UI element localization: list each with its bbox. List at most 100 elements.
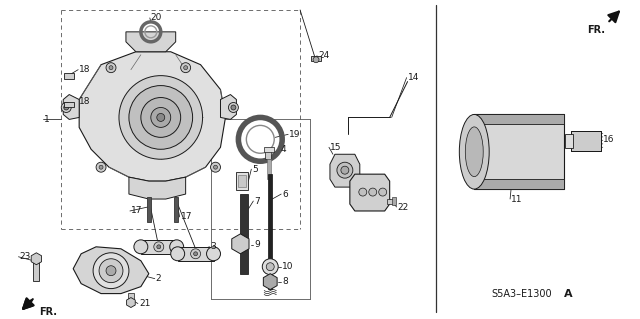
Text: 6: 6: [282, 189, 288, 198]
Polygon shape: [220, 94, 236, 119]
Text: 9: 9: [254, 240, 260, 249]
Bar: [64, 73, 74, 78]
Text: 1: 1: [44, 115, 50, 124]
Text: 23: 23: [19, 252, 31, 261]
Polygon shape: [126, 32, 176, 52]
Circle shape: [109, 66, 113, 70]
Text: 21: 21: [139, 299, 150, 308]
Text: 3: 3: [211, 242, 216, 251]
Text: 5: 5: [252, 165, 258, 174]
Text: 18: 18: [79, 65, 91, 74]
Bar: [64, 101, 74, 108]
Polygon shape: [63, 94, 79, 119]
Text: 22: 22: [397, 203, 409, 211]
Text: 14: 14: [408, 73, 419, 82]
Polygon shape: [129, 177, 186, 199]
Circle shape: [154, 242, 164, 252]
Bar: [173, 197, 178, 222]
Circle shape: [129, 85, 193, 149]
Text: 2: 2: [156, 274, 161, 283]
Circle shape: [369, 188, 377, 196]
Text: 11: 11: [511, 195, 523, 204]
Text: 20: 20: [151, 13, 162, 22]
Bar: [265, 149, 271, 159]
Text: A: A: [564, 289, 572, 299]
Text: FR.: FR.: [39, 307, 58, 316]
Circle shape: [180, 63, 191, 73]
Circle shape: [211, 162, 220, 172]
Ellipse shape: [460, 115, 489, 189]
Bar: [392, 197, 396, 205]
Circle shape: [191, 249, 200, 259]
Circle shape: [228, 102, 238, 113]
Text: 18: 18: [79, 97, 91, 106]
Bar: [311, 56, 321, 61]
Polygon shape: [31, 253, 42, 265]
Circle shape: [157, 114, 164, 122]
Bar: [474, 115, 564, 124]
Circle shape: [151, 108, 171, 127]
Circle shape: [106, 266, 116, 276]
Circle shape: [313, 57, 319, 63]
Bar: [565, 134, 573, 148]
Text: 24: 24: [318, 51, 329, 60]
Circle shape: [171, 247, 185, 261]
Text: 15: 15: [330, 143, 342, 152]
Bar: [571, 131, 601, 151]
Text: FR.: FR.: [587, 25, 605, 35]
Circle shape: [379, 188, 387, 196]
Text: 10: 10: [282, 262, 294, 271]
Text: 17: 17: [131, 206, 143, 215]
Circle shape: [119, 76, 203, 159]
Polygon shape: [79, 52, 225, 181]
Text: 19: 19: [289, 130, 301, 139]
Circle shape: [207, 247, 220, 261]
Circle shape: [359, 188, 367, 196]
Bar: [241, 194, 248, 274]
Bar: [264, 147, 274, 152]
Polygon shape: [178, 247, 214, 261]
Circle shape: [64, 105, 68, 110]
Polygon shape: [350, 174, 390, 211]
Text: 8: 8: [282, 277, 288, 286]
Polygon shape: [73, 247, 149, 293]
Circle shape: [61, 102, 71, 113]
Polygon shape: [263, 274, 277, 290]
Circle shape: [262, 259, 278, 275]
Circle shape: [141, 98, 180, 137]
Text: S5A3–E1300: S5A3–E1300: [491, 289, 552, 299]
Bar: [128, 293, 134, 305]
Bar: [33, 259, 39, 281]
Circle shape: [134, 240, 148, 254]
Circle shape: [170, 240, 184, 254]
Circle shape: [157, 245, 161, 249]
Circle shape: [99, 259, 123, 283]
Circle shape: [106, 63, 116, 73]
Bar: [268, 159, 271, 179]
Polygon shape: [330, 154, 360, 187]
Bar: [571, 131, 601, 151]
Circle shape: [96, 162, 106, 172]
Circle shape: [194, 252, 198, 256]
Bar: [236, 172, 248, 190]
Text: 16: 16: [603, 135, 614, 144]
Circle shape: [184, 66, 188, 70]
Text: 7: 7: [254, 197, 260, 205]
Circle shape: [266, 263, 274, 271]
Circle shape: [231, 105, 236, 110]
Bar: [387, 199, 395, 204]
Circle shape: [341, 166, 349, 174]
Bar: [147, 197, 151, 222]
Text: 4: 4: [280, 145, 286, 154]
Circle shape: [99, 165, 103, 169]
Text: 17: 17: [180, 212, 192, 221]
Bar: [268, 174, 272, 289]
Circle shape: [93, 253, 129, 289]
Bar: [474, 115, 564, 189]
Polygon shape: [232, 234, 249, 254]
Bar: [474, 179, 564, 189]
Polygon shape: [141, 240, 177, 254]
Polygon shape: [127, 298, 135, 308]
Circle shape: [214, 165, 218, 169]
Ellipse shape: [465, 127, 483, 177]
